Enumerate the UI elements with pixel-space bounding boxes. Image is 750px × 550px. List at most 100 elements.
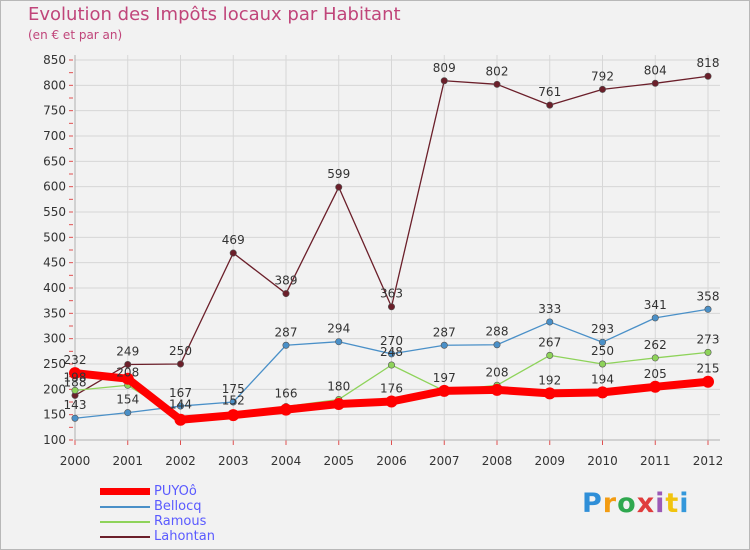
- data-label: 175: [222, 382, 245, 396]
- y-tick-label: 700: [43, 129, 66, 143]
- series-point: [491, 383, 503, 396]
- series-point: [704, 72, 712, 80]
- y-tick-label: 800: [43, 78, 66, 92]
- y-tick-label: 850: [43, 53, 66, 67]
- legend-item: PUYOô: [100, 484, 320, 499]
- data-label: 804: [644, 63, 667, 77]
- data-label: 176: [380, 381, 403, 395]
- data-label: 267: [538, 335, 561, 349]
- data-label: 208: [116, 365, 139, 379]
- chart-title: Evolution des Impôts locaux par Habitant: [28, 4, 401, 25]
- brand-letter: r: [602, 488, 618, 519]
- legend-label: Ramous: [154, 514, 207, 529]
- data-label: 208: [486, 365, 509, 379]
- series-point: [598, 360, 606, 368]
- data-label: 197: [433, 371, 456, 385]
- x-tick-label: 2009: [534, 454, 565, 468]
- legend-label: Lahontan: [154, 529, 215, 544]
- legend-item: Lahontan: [100, 529, 320, 544]
- data-label: 469: [222, 233, 245, 247]
- x-tick-label: 2007: [429, 454, 460, 468]
- y-tick-label: 600: [43, 180, 66, 194]
- series-point: [440, 77, 448, 85]
- legend-swatch: [100, 536, 150, 538]
- series-point: [702, 375, 714, 388]
- data-label: 599: [327, 167, 350, 181]
- series-point: [71, 386, 79, 394]
- data-label: 250: [169, 344, 192, 358]
- x-tick-label: 2005: [323, 454, 354, 468]
- brand-letter: o: [617, 488, 637, 519]
- series-point: [229, 398, 237, 406]
- series-point: [385, 395, 398, 408]
- series-point: [438, 384, 451, 397]
- data-label: 152: [222, 394, 245, 408]
- y-tick-label: 100: [43, 433, 66, 447]
- legend-item: Bellocq: [100, 499, 320, 514]
- brand-letter: P: [582, 488, 603, 519]
- data-label: 287: [433, 325, 456, 339]
- series-point: [121, 372, 134, 385]
- series-point: [651, 79, 659, 87]
- data-label: 792: [591, 69, 614, 83]
- series-point: [598, 338, 606, 346]
- x-tick-label: 2008: [482, 454, 513, 468]
- data-label: 232: [64, 353, 87, 367]
- legend-swatch: [100, 506, 150, 508]
- y-tick-label: 750: [43, 104, 66, 118]
- y-tick-label: 300: [43, 332, 66, 346]
- series-point: [493, 80, 501, 88]
- y-tick-label: 350: [43, 306, 66, 320]
- series-point: [335, 183, 343, 191]
- series-point: [704, 348, 712, 356]
- series-point: [332, 398, 345, 411]
- series-point: [124, 361, 132, 369]
- data-label: 389: [275, 274, 298, 288]
- x-tick-label: 2001: [112, 454, 143, 468]
- series-point: [282, 341, 290, 349]
- series-point: [546, 318, 554, 326]
- brand-letter: i: [655, 488, 666, 519]
- data-label: 802: [486, 64, 509, 78]
- data-label: 215: [697, 362, 720, 376]
- data-label: 270: [380, 334, 403, 348]
- x-tick-label: 2004: [271, 454, 302, 468]
- data-label: 273: [697, 332, 720, 346]
- series-point: [124, 409, 132, 417]
- series-point: [71, 414, 79, 422]
- series-point: [493, 341, 501, 349]
- y-tick-label: 550: [43, 205, 66, 219]
- data-label: 333: [538, 302, 561, 316]
- series-point: [651, 314, 659, 322]
- chart-subtitle: (en € et par an): [28, 28, 123, 42]
- y-tick-label: 500: [43, 230, 66, 244]
- series-point: [280, 403, 292, 416]
- data-label: 205: [644, 367, 667, 381]
- legend-label: PUYOô: [154, 484, 197, 499]
- legend-swatch: [100, 488, 150, 495]
- data-label: 248: [380, 345, 403, 359]
- data-label: 154: [116, 393, 139, 407]
- legend: PUYOô Bellocq Ramous Lahontan: [100, 484, 320, 544]
- series-point: [649, 380, 662, 393]
- data-label: 293: [591, 322, 614, 336]
- series-point: [598, 85, 606, 93]
- series-point: [546, 351, 554, 359]
- data-label: 188: [64, 375, 87, 389]
- data-label: 358: [697, 289, 720, 303]
- series-point: [227, 409, 240, 422]
- data-label: 818: [697, 56, 720, 70]
- brand-letter: i: [679, 488, 690, 519]
- data-label: 250: [591, 344, 614, 358]
- series-point: [177, 402, 185, 410]
- series-point: [229, 249, 237, 257]
- x-tick-label: 2012: [693, 454, 724, 468]
- data-label: 192: [538, 373, 561, 387]
- axes: 100 150 200 250 300 350 400 450 500 550 600 650 700 7…: [43, 53, 723, 468]
- data-label: 761: [538, 85, 561, 99]
- series-point: [177, 360, 185, 368]
- data-label: 166: [275, 387, 298, 401]
- data-label: 341: [644, 298, 667, 312]
- series-point: [651, 354, 659, 362]
